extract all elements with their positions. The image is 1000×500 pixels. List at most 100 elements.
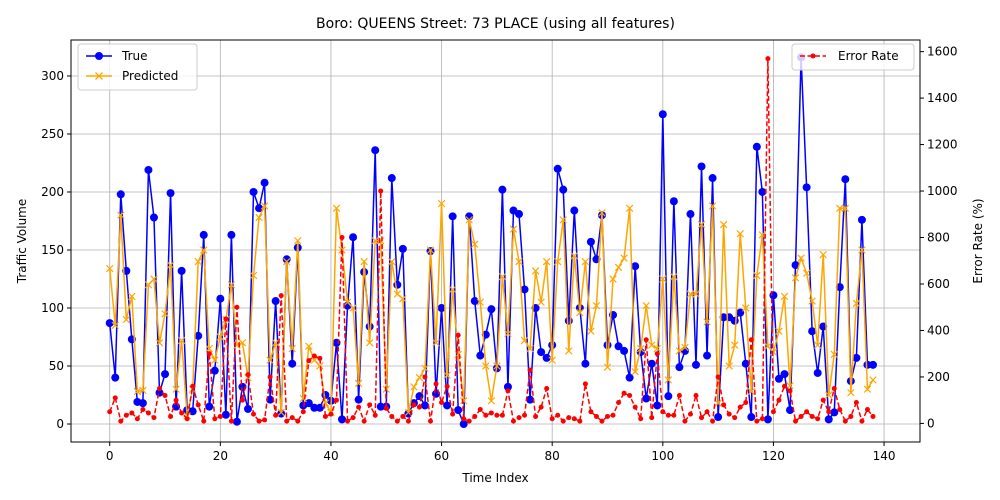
error-point: [129, 410, 135, 416]
error-point: [721, 402, 727, 408]
true-point: [708, 174, 717, 183]
predicted-point: [565, 347, 573, 355]
true-point: [692, 360, 700, 369]
true-point: [786, 406, 795, 415]
x-axis-title: Time Index: [461, 471, 528, 485]
y-axis-title: Traffic Volume: [15, 199, 29, 285]
predicted-point: [830, 350, 838, 359]
x-tick-label: 120: [762, 449, 785, 463]
predicted-point: [769, 348, 778, 356]
error-point: [317, 355, 323, 361]
true-point: [868, 360, 877, 369]
true-point: [542, 353, 551, 362]
predicted-point: [471, 240, 479, 248]
error-point: [306, 358, 312, 364]
y2-tick-label: 1200: [927, 138, 958, 152]
true-point: [642, 394, 651, 403]
error-point: [428, 418, 434, 424]
error-point: [765, 56, 771, 62]
error-point: [444, 383, 450, 389]
true-point: [813, 368, 822, 377]
error-point: [654, 351, 660, 357]
error-point: [123, 412, 129, 418]
predicted-point: [139, 386, 147, 395]
true-point: [730, 316, 739, 325]
error-point: [699, 415, 705, 421]
chart-title: Boro: QUEENS Street: 73 PLACE (using all…: [316, 16, 675, 32]
y-tick-label: 150: [41, 243, 64, 257]
y2-tick-label: 1400: [927, 91, 958, 105]
predicted-point: [310, 356, 319, 364]
predicted-point: [504, 329, 512, 338]
error-point: [588, 409, 594, 415]
error-point: [743, 400, 749, 405]
true-point: [243, 404, 252, 413]
error-point: [842, 418, 848, 424]
x-tick-label: 60: [434, 449, 449, 463]
error-point: [179, 410, 185, 416]
predicted-point: [122, 315, 131, 324]
predicted-point: [681, 343, 689, 352]
error-point: [289, 415, 295, 421]
true-point: [631, 262, 640, 271]
true-point: [487, 305, 496, 314]
true-point: [686, 210, 695, 219]
true-point: [664, 392, 673, 401]
error-point: [859, 418, 865, 424]
true-point: [288, 359, 297, 368]
true-point: [387, 174, 396, 183]
predicted-point: [526, 344, 534, 353]
predicted-point: [305, 342, 313, 351]
predicted-point: [836, 204, 844, 212]
predicted-point: [271, 339, 280, 347]
series-layer: [105, 53, 877, 429]
error-point: [710, 418, 716, 424]
true-point: [349, 233, 358, 242]
true-point: [232, 417, 241, 426]
true-point: [476, 351, 485, 360]
error-point: [787, 388, 793, 394]
error-point: [770, 409, 776, 415]
true-point: [703, 351, 712, 360]
true-point: [553, 164, 562, 173]
predicted-point: [282, 257, 291, 266]
error-point: [488, 410, 494, 416]
error-point: [461, 416, 467, 422]
error-point: [284, 418, 290, 424]
predicted-point: [211, 356, 219, 364]
error-point: [544, 386, 550, 392]
error-point: [516, 415, 522, 421]
true-point: [564, 316, 573, 325]
predicted-point: [509, 225, 518, 233]
x-tick-label: 20: [213, 449, 228, 463]
true-point: [194, 331, 203, 340]
predicted-point: [443, 371, 451, 380]
true-point: [260, 178, 269, 187]
true-point: [769, 291, 778, 300]
predicted-point: [277, 408, 285, 417]
error-point: [682, 418, 688, 424]
series-predicted: [105, 199, 877, 420]
true-point: [570, 206, 579, 215]
predicted-point: [448, 285, 457, 294]
true-point: [332, 338, 341, 347]
true-point: [470, 297, 479, 306]
predicted-point: [852, 299, 861, 308]
true-point: [791, 261, 800, 270]
predicted-point: [476, 298, 485, 306]
error-point: [112, 395, 118, 401]
error-point: [616, 400, 622, 405]
predicted-point: [105, 264, 114, 273]
predicted-point: [598, 209, 606, 217]
error-point: [853, 400, 859, 405]
error-point: [566, 415, 572, 421]
error-point: [345, 418, 351, 424]
error-point: [826, 409, 832, 415]
true-point: [830, 408, 839, 417]
error-point: [815, 416, 821, 422]
predicted-point: [200, 246, 208, 254]
error-point: [560, 418, 566, 424]
predicted-point: [399, 294, 407, 303]
error-point: [107, 409, 113, 415]
error-point: [522, 412, 528, 418]
